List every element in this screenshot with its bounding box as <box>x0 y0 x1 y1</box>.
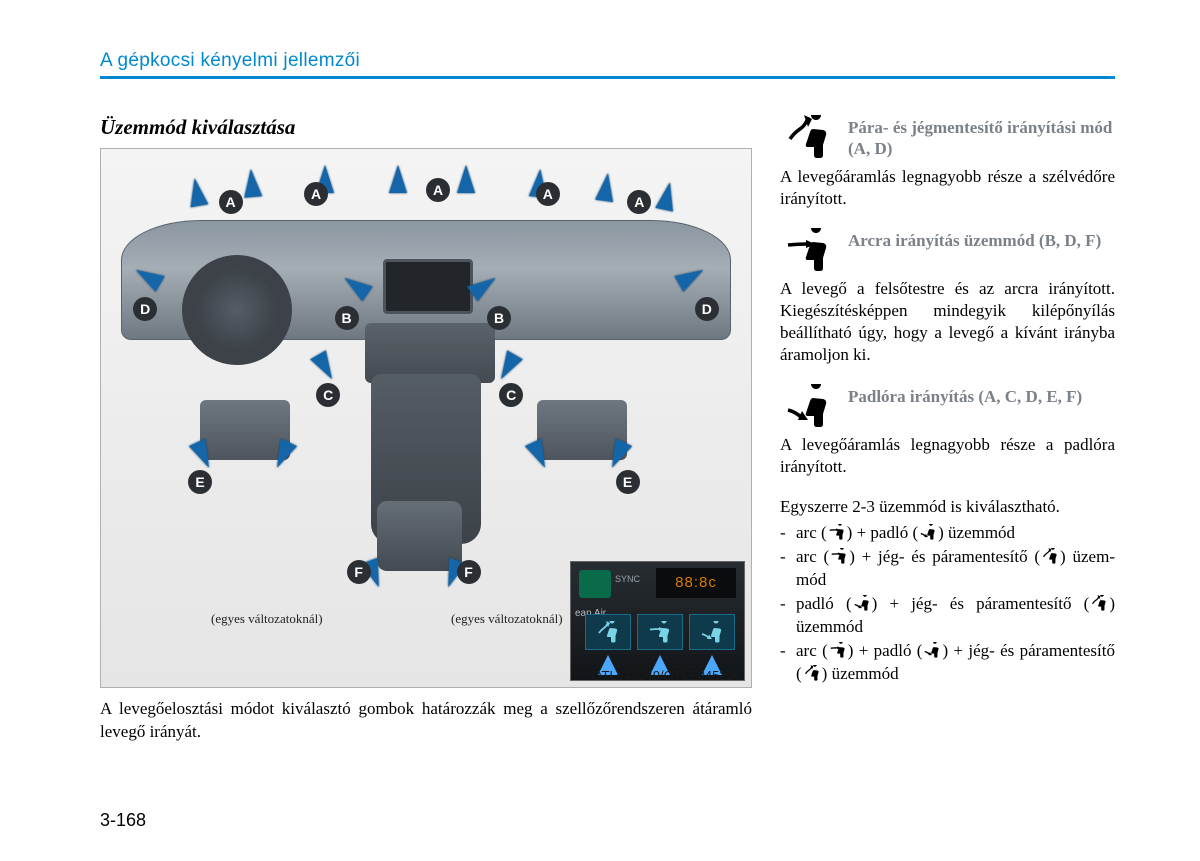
floor-icon <box>780 384 836 428</box>
combo-intro: Egyszerre 2-3 üzemmód is kiválaszt­ható. <box>780 496 1115 518</box>
sync-label: SYNC <box>615 574 640 584</box>
mode-floor-desc: A levegőáramlás legnagyobb része a padló… <box>780 434 1115 478</box>
mode-defrost-desc: A levegőáramlás legnagyobb része a szélv… <box>780 166 1115 210</box>
section-title: Üzemmód kiválasztása <box>100 115 752 140</box>
mode-face-row: Arcra irányítás üzemmód (B, D, F) <box>780 228 1115 272</box>
vent-label-a: A <box>304 182 328 206</box>
defrost-icon <box>1089 595 1109 611</box>
mode-button-floor[interactable] <box>689 614 735 650</box>
vent-label-a: A <box>536 182 560 206</box>
vent-label-a: A <box>627 190 651 214</box>
mode-face-title: Arcra irányítás üzemmód (B, D, F) <box>848 228 1101 251</box>
vent-label-b: B <box>335 306 359 330</box>
mode-defrost-title: Pára- és jégmentesítő irányítási mód (A,… <box>848 115 1115 160</box>
dashboard-illustration: A A A A A B B C C D D E E F F <box>121 169 731 597</box>
mode-combo-list: arc () + padló () üzemmódarc () + jég- é… <box>780 522 1115 686</box>
vent-label-e: E <box>616 470 640 494</box>
face-icon <box>780 228 836 272</box>
page-number: 3-168 <box>100 810 146 831</box>
vent-label-f: F <box>457 560 481 584</box>
face-icon <box>828 642 848 658</box>
mode-button-defrost[interactable] <box>585 614 631 650</box>
mode-floor-row: Padlóra irányítás (A, C, D, E, F) <box>780 384 1115 428</box>
figure-description: A levegőelosztási módot kiválasztó gombo… <box>100 698 752 744</box>
floor-icon <box>922 642 942 658</box>
combo-item: arc () + padló () üzemmód <box>780 522 1115 545</box>
figure-caption-left: (egyes változatoknál) <box>211 611 323 627</box>
face-icon <box>827 524 847 540</box>
combo-item: arc () + jég- és páramentesítő () üzem­m… <box>780 546 1115 592</box>
header-rule <box>100 76 1115 79</box>
mode-face-desc: A levegő a felsőtestre és az arcra irány… <box>780 278 1115 366</box>
vent-label-c: C <box>499 383 523 407</box>
vent-label-c: C <box>316 383 340 407</box>
vent-label-a: A <box>219 190 243 214</box>
defrost-icon <box>802 665 822 681</box>
dashboard-airflow-figure: A A A A A B B C C D D E E F F (egyes <box>100 148 752 688</box>
combo-item: padló () + jég- és páramentesítő () üzem… <box>780 593 1115 639</box>
mode-button-face[interactable] <box>637 614 683 650</box>
defrost-icon <box>1040 548 1060 564</box>
vent-label-a: A <box>426 178 450 202</box>
mode-floor-title: Padlóra irányítás (A, C, D, E, F) <box>848 384 1082 407</box>
chapter-header: A gépkocsi kényelmi jellemzői <box>100 50 1115 72</box>
climate-control-inset: SYNC 88:8c ean Air <box>570 561 745 681</box>
mode-defrost-row: Pára- és jégmentesítő irányítási mód (A,… <box>780 115 1115 160</box>
vent-label-e: E <box>188 470 212 494</box>
floor-icon <box>918 524 938 540</box>
temp-display: 88:8c <box>656 568 736 598</box>
floor-icon <box>852 595 872 611</box>
combo-item: arc () + padló () + jég- és pára­mentesí… <box>780 640 1115 686</box>
face-icon <box>829 548 849 564</box>
defrost-icon <box>780 115 836 159</box>
vent-label-b: B <box>487 306 511 330</box>
figure-reference-code: OTL045249/OTLE045226 <box>591 668 741 683</box>
vent-label-f: F <box>347 560 371 584</box>
figure-caption-right: (egyes változatoknál) <box>451 611 563 627</box>
